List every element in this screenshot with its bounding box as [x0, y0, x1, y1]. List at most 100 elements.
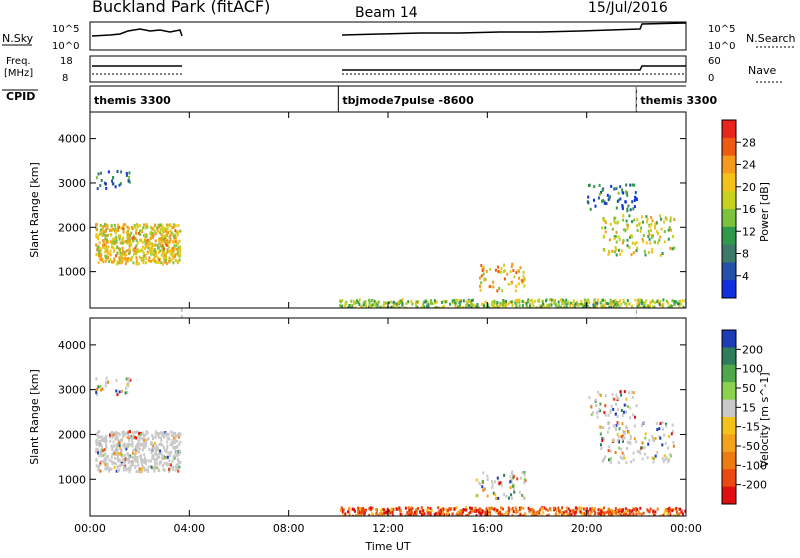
velocity-cell [623, 436, 626, 440]
velocity-cell [177, 459, 180, 463]
power-cell [572, 304, 575, 307]
power-cell [601, 188, 604, 192]
velocity-cell [599, 507, 602, 511]
velocity-cell [542, 511, 545, 515]
power-cell [112, 238, 115, 242]
power-cell [507, 282, 510, 286]
y-tick-label: 3000 [58, 177, 86, 190]
power-cell [479, 284, 481, 288]
power-cell [500, 267, 503, 271]
power-cell [140, 239, 143, 243]
power-cell [393, 306, 396, 308]
velocity-cell [110, 467, 113, 471]
velocity-cell [420, 506, 423, 510]
velocity-cell [580, 506, 583, 510]
power-cell [479, 288, 482, 292]
velocity-cell [382, 514, 385, 516]
power-cell [521, 299, 524, 303]
colorbar-swatch [722, 469, 736, 488]
power-cell [562, 301, 565, 305]
velocity-cell [540, 507, 543, 511]
power-cell [656, 300, 659, 304]
power-cell [596, 301, 599, 305]
power-cell [548, 298, 551, 302]
velocity-cell [460, 509, 463, 513]
power-cell [126, 231, 129, 235]
velocity-cell [653, 437, 656, 441]
power-cell [126, 240, 129, 243]
velocity-cell [629, 513, 632, 516]
power-cell [422, 302, 425, 306]
velocity-cell [615, 428, 617, 431]
power-cell [612, 302, 615, 306]
velocity-cell [517, 514, 520, 516]
velocity-cell [620, 435, 623, 439]
velocity-cell [127, 381, 130, 385]
velocity-cell [125, 467, 128, 471]
velocity-cell [135, 436, 138, 440]
power-cell [625, 302, 628, 306]
velocity-cell [609, 408, 612, 412]
velocity-cell [612, 407, 615, 411]
power-cell [661, 252, 664, 255]
power-cell [636, 246, 639, 250]
velocity-cell [139, 454, 142, 458]
power-cell [564, 302, 567, 306]
velocity-cell [370, 508, 372, 512]
power-cell [613, 236, 616, 240]
power-cell [112, 246, 115, 250]
velocity-cell [632, 413, 635, 417]
velocity-cell [397, 507, 400, 511]
velocity-cell [141, 465, 144, 468]
power-cell [339, 304, 342, 308]
velocity-cell [130, 464, 133, 468]
velocity-cell [524, 513, 527, 516]
velocity-cell [137, 450, 140, 454]
velocity-cell [512, 487, 515, 491]
velocity-cell [642, 511, 645, 515]
power-cell [621, 205, 624, 209]
velocity-cell [116, 437, 119, 441]
velocity-cell [130, 443, 133, 447]
velocity-cell [633, 508, 636, 512]
power-cell [621, 241, 624, 245]
power-cell [424, 299, 427, 303]
velocity-cell [631, 396, 634, 399]
velocity-cell [340, 506, 343, 510]
power-cell [95, 223, 98, 227]
velocity-cell [620, 447, 623, 451]
power-cell [146, 225, 149, 229]
power-cell [663, 240, 666, 244]
power-cell [415, 304, 417, 308]
velocity-cell [667, 446, 669, 450]
power-cell [496, 301, 499, 304]
velocity-cell [470, 508, 473, 512]
power-cell [660, 217, 663, 221]
velocity-cell [422, 509, 425, 513]
velocity-cell [656, 428, 659, 431]
power-cell [609, 298, 612, 302]
power-cell [639, 229, 642, 233]
power-cell [611, 300, 614, 304]
power-cell [108, 260, 111, 264]
velocity-cell [426, 506, 429, 510]
velocity-cell [426, 510, 429, 514]
power-cell [678, 302, 681, 306]
power-cell [176, 242, 179, 246]
velocity-cell [158, 435, 160, 439]
velocity-cell [95, 391, 98, 394]
power-cell [165, 255, 167, 259]
power-cell [609, 222, 612, 226]
power-cell [390, 305, 393, 308]
power-cell [633, 199, 636, 202]
velocity-cell [125, 431, 128, 435]
colorbar-tick-label: 24 [742, 159, 756, 172]
power-cell [512, 269, 515, 273]
velocity-cell [621, 451, 624, 455]
velocity-cell [117, 458, 119, 462]
colorbar-swatch [722, 173, 736, 192]
velocity-cell [608, 426, 611, 430]
velocity-cell [609, 461, 612, 464]
velocity-cell [626, 447, 629, 450]
